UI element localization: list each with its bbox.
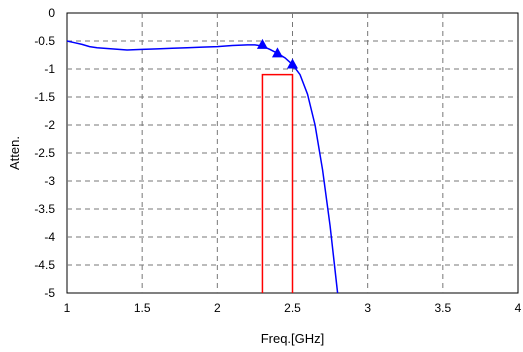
marker-triangle: [287, 58, 298, 69]
y-tick-label: -2: [44, 118, 55, 132]
y-tick-label: -2.5: [34, 146, 55, 160]
spec-mask-outline: [261, 73, 294, 293]
y-tick-label: -5: [44, 286, 55, 300]
y-tick-label: -1.5: [34, 90, 55, 104]
x-tick-label: 2.5: [284, 301, 301, 315]
y-tick-label: -3.5: [34, 202, 55, 216]
x-tick-label: 2: [214, 301, 221, 315]
y-axis-label: Atten.: [7, 136, 22, 170]
tick-labels: 1 1.5 2 2.5 3 3.5 4 0 -0.5 -1 -1.5 -2 -2.5 -3 -3.5 -4 -4…: [34, 6, 521, 315]
series-line: [66, 40, 339, 294]
y-tick-label: -4: [44, 230, 55, 244]
x-axis-label: Freq.[GHz]: [261, 331, 325, 346]
y-tick-label: 0: [48, 6, 55, 20]
marker-triangle: [271, 47, 283, 58]
x-tick-label: 1.5: [134, 301, 151, 315]
y-tick-label: -4.5: [34, 258, 55, 272]
x-tick-label: 4: [515, 301, 522, 315]
y-tick-label: -3: [44, 174, 55, 188]
y-tick-label: -1: [44, 62, 55, 76]
series: [66, 40, 339, 294]
x-tick-label: 1: [64, 301, 71, 315]
y-tick-label: -0.5: [34, 34, 55, 48]
x-tick-label: 3: [364, 301, 371, 315]
markers: [256, 38, 298, 69]
x-tick-label: 3.5: [434, 301, 451, 315]
spec-mask: [261, 73, 294, 293]
marker-triangle: [256, 38, 268, 49]
